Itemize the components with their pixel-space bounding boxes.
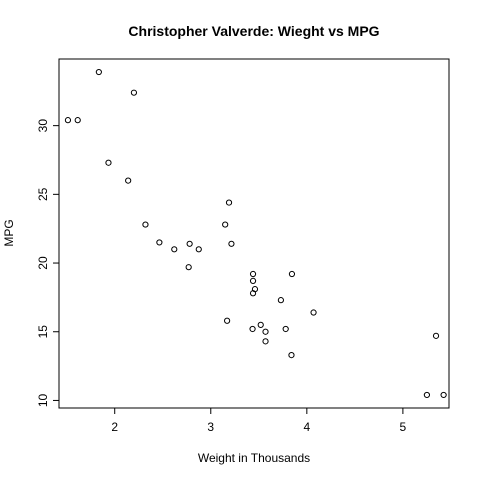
data-point bbox=[64, 117, 72, 124]
data-point bbox=[195, 246, 202, 253]
data-point bbox=[224, 317, 231, 324]
x-axis: 2 3 4 5 bbox=[111, 408, 407, 434]
x-tick-label: 4 bbox=[303, 420, 310, 434]
data-point bbox=[225, 199, 233, 206]
data-point bbox=[288, 352, 295, 359]
y-tick-label: 15 bbox=[36, 325, 50, 339]
data-point bbox=[125, 177, 132, 184]
data-point bbox=[288, 270, 296, 278]
x-axis-label: Weight in Thousands bbox=[198, 451, 310, 465]
x-tick-label: 3 bbox=[207, 420, 214, 434]
y-tick-label: 30 bbox=[36, 119, 50, 133]
data-point bbox=[95, 68, 102, 76]
y-axis: 10 15 20 25 30 bbox=[36, 119, 59, 407]
plot-frame bbox=[58, 58, 450, 409]
data-point bbox=[105, 159, 112, 166]
y-axis-label: MPG bbox=[2, 219, 16, 246]
x-tick-label: 2 bbox=[111, 420, 118, 434]
data-point bbox=[142, 221, 149, 228]
data-point bbox=[257, 321, 264, 328]
data-point bbox=[130, 89, 138, 96]
x-tick-label: 5 bbox=[400, 420, 407, 434]
data-points bbox=[64, 68, 447, 399]
data-point bbox=[222, 221, 229, 228]
data-point bbox=[156, 239, 163, 246]
data-point bbox=[249, 325, 256, 333]
data-point bbox=[249, 277, 257, 285]
data-point bbox=[74, 117, 81, 124]
data-point bbox=[262, 328, 269, 335]
data-point bbox=[249, 270, 257, 278]
y-tick-label: 10 bbox=[36, 393, 50, 407]
chart-title: Christopher Valverde: Wieght vs MPG bbox=[128, 23, 379, 39]
data-point bbox=[185, 264, 192, 271]
data-point bbox=[171, 246, 178, 253]
data-point bbox=[423, 391, 431, 399]
data-point bbox=[277, 297, 284, 304]
data-point bbox=[228, 240, 235, 247]
y-tick-label: 20 bbox=[36, 256, 50, 270]
y-tick-label: 25 bbox=[36, 187, 50, 201]
data-point bbox=[432, 332, 440, 339]
data-point bbox=[249, 290, 257, 297]
data-point bbox=[310, 309, 317, 316]
data-point bbox=[262, 338, 269, 345]
data-point bbox=[282, 325, 289, 333]
data-point bbox=[186, 240, 193, 247]
data-point bbox=[440, 391, 447, 399]
